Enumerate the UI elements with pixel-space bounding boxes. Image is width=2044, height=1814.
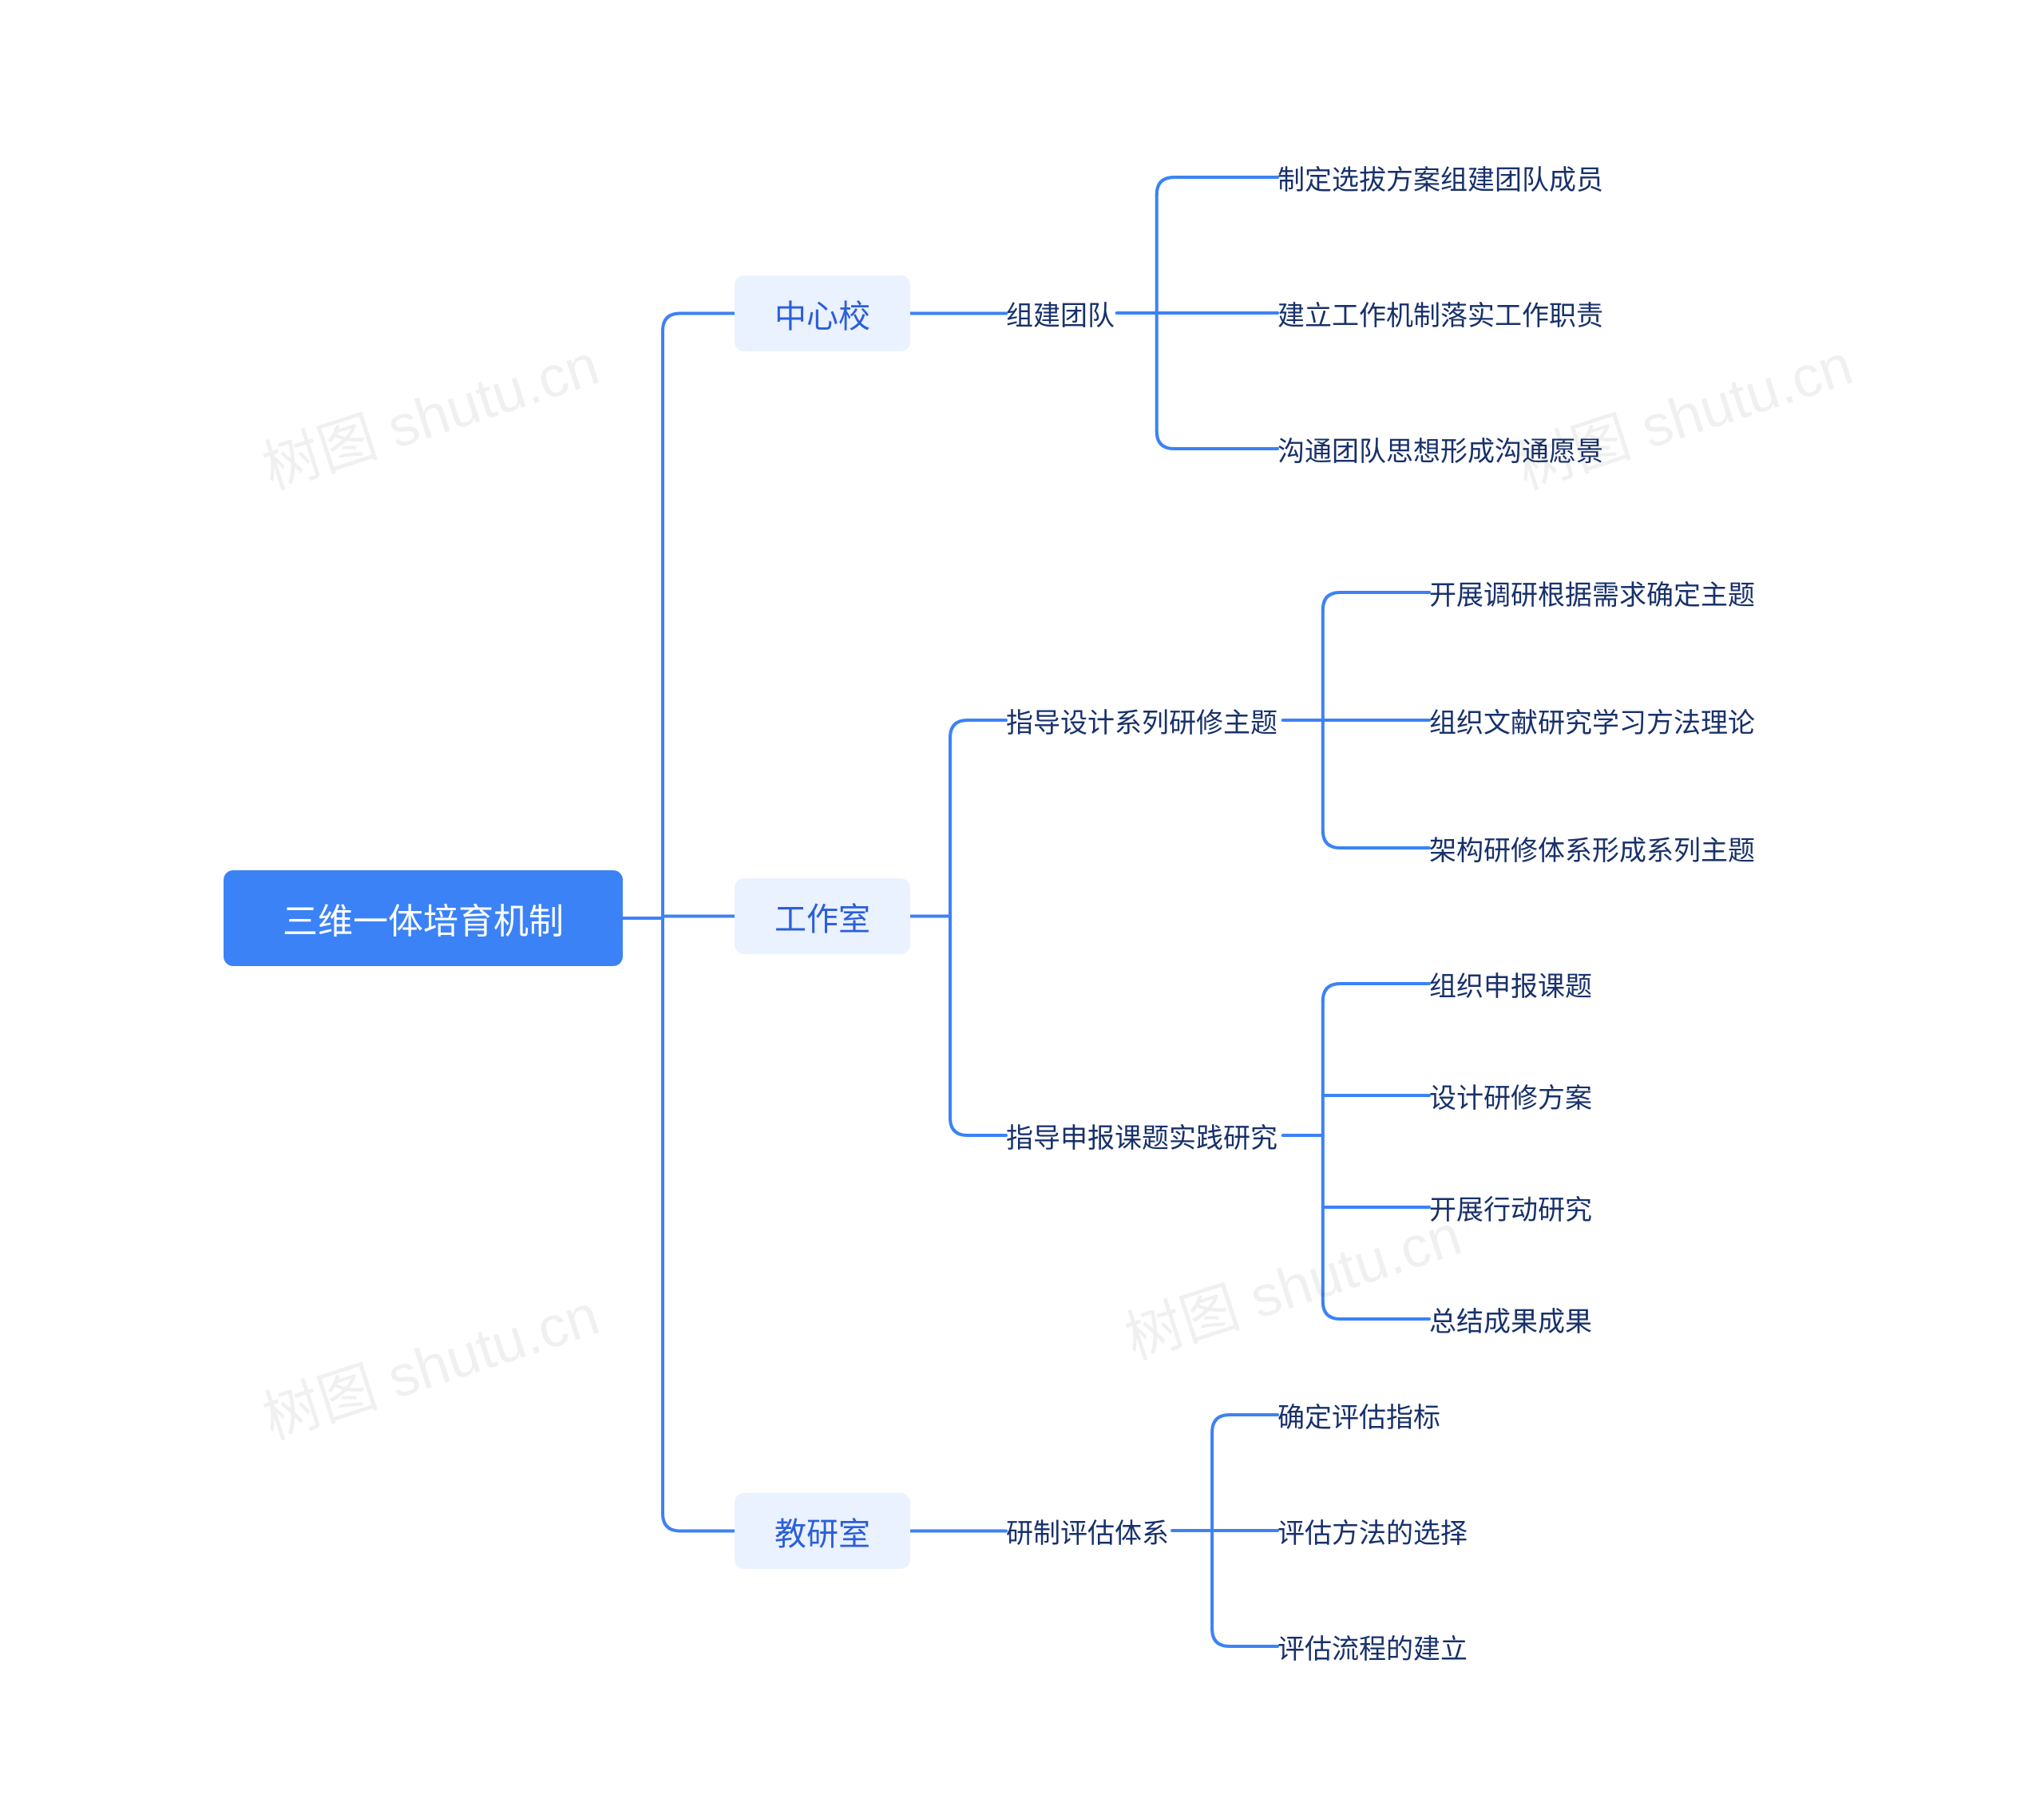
leaf-node-1-0-2: 架构研修体系形成系列主题 [1429,830,1755,865]
level2-node-0-0: 组建团队 [1006,295,1115,331]
watermark-3: 树图 shutu.cn [1113,1188,1470,1376]
leaf-node-0-0-2: 沟通团队思想形成沟通愿景 [1278,431,1603,466]
leaf-node-2-0-1: 评估方法的选择 [1278,1513,1468,1548]
level1-node-0: 中心校 [735,275,910,351]
level1-node-2: 教研室 [735,1493,910,1569]
leaf-node-1-1-0: 组织申报课题 [1429,966,1592,1001]
level2-node-1-1: 指导申报课题实践研究 [1006,1118,1278,1153]
leaf-node-1-1-1: 设计研修方案 [1429,1078,1592,1113]
leaf-node-0-0-1: 建立工作机制落实工作职责 [1278,295,1603,331]
root-node: 三维一体培育机制 [224,870,623,966]
level2-node-2-0: 研制评估体系 [1006,1513,1169,1548]
leaf-node-1-1-2: 开展行动研究 [1429,1190,1592,1225]
watermark-0: 树图 shutu.cn [251,318,608,505]
level2-node-1-0: 指导设计系列研修主题 [1006,703,1278,738]
leaf-node-1-0-0: 开展调研根据需求确定主题 [1429,575,1755,610]
leaf-node-2-0-2: 评估流程的建立 [1278,1629,1468,1664]
level1-node-1: 工作室 [735,878,910,954]
leaf-node-1-1-3: 总结成果成果 [1429,1301,1592,1337]
leaf-node-0-0-0: 制定选拔方案组建团队成员 [1278,160,1603,195]
leaf-node-1-0-1: 组织文献研究学习方法理论 [1429,703,1755,738]
watermark-1: 树图 shutu.cn [1504,318,1861,505]
leaf-node-2-0-0: 确定评估指标 [1278,1397,1440,1432]
watermark-2: 树图 shutu.cn [251,1268,608,1456]
